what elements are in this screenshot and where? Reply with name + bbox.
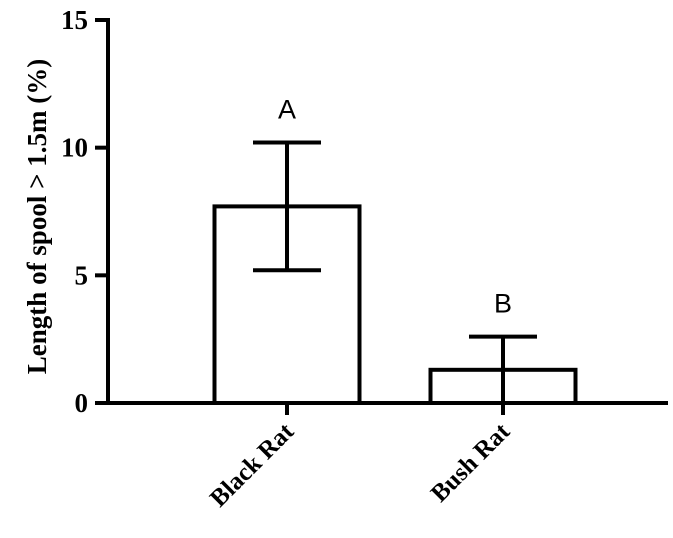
y-axis-label: Length of spool > 1.5m (%) (22, 59, 52, 374)
significance-label: A (278, 95, 296, 125)
y-tick-label: 10 (61, 133, 88, 163)
x-ticks: Black Rat Bush Rat (205, 403, 516, 512)
x-tick-label: Bush Rat (426, 418, 516, 508)
y-tick-label: 15 (61, 5, 88, 35)
bars: AB (212, 95, 578, 406)
x-tick-label: Black Rat (205, 418, 300, 513)
y-tick-label: 5 (75, 260, 89, 290)
y-ticks: 0 5 10 15 (61, 5, 108, 418)
y-tick-label: 0 (75, 388, 89, 418)
significance-label: B (494, 289, 512, 319)
axes (106, 18, 668, 405)
